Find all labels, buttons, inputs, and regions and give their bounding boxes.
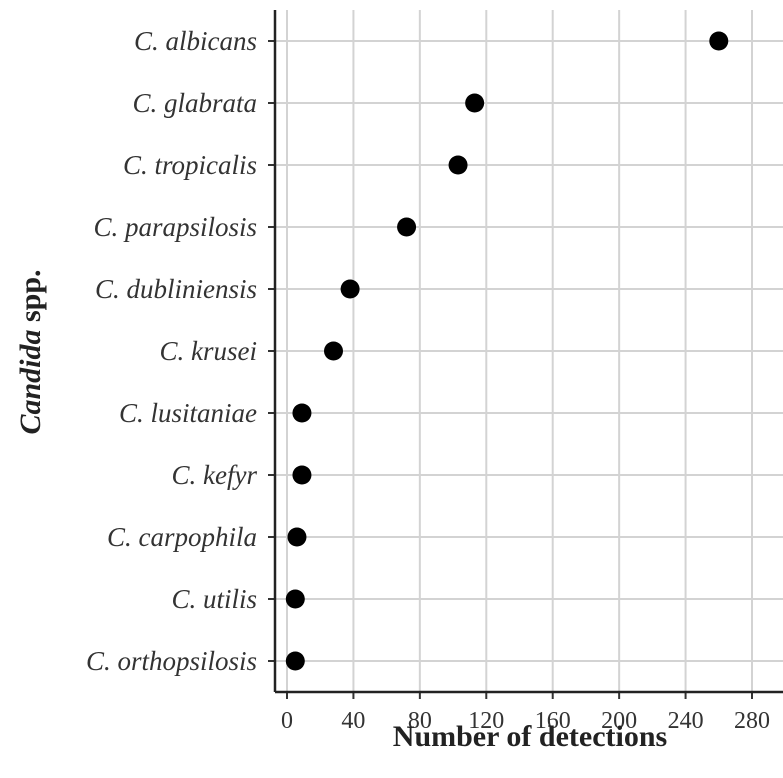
y-axis-title-suffix: spp. <box>14 269 47 329</box>
grid-layer <box>275 10 783 692</box>
data-point <box>292 465 312 485</box>
data-point <box>287 527 307 547</box>
x-tick-label: 0 <box>281 708 293 734</box>
x-axis-title: Number of detections <box>393 720 667 753</box>
x-tick-label: 120 <box>468 708 504 734</box>
data-point <box>397 217 417 237</box>
x-tick-label: 280 <box>734 708 770 734</box>
category-label: C. glabrata <box>132 88 257 118</box>
category-label: C. dubliniensis <box>95 274 257 304</box>
x-tick-label: 240 <box>668 708 704 734</box>
category-label: C. kefyr <box>172 460 258 490</box>
category-label: C. parapsilosis <box>93 212 257 242</box>
data-point <box>285 589 305 609</box>
labels-layer: 0 40 80 120 160 200 240 280 C. albicans C. glabra… <box>86 26 770 734</box>
category-label: C. carpophila <box>107 522 257 552</box>
data-point <box>465 93 485 113</box>
data-point <box>292 403 312 423</box>
data-point <box>324 341 343 361</box>
x-tick-label: 80 <box>408 708 432 734</box>
x-tick-label: 200 <box>601 708 637 734</box>
category-label: C. albicans <box>134 26 257 56</box>
data-point <box>285 651 305 671</box>
y-axis-title-genus: Candida <box>14 330 47 435</box>
x-tick-label: 40 <box>341 708 365 734</box>
category-label: C. krusei <box>160 336 258 366</box>
category-label: C. utilis <box>171 584 257 614</box>
y-axis-title: Candida spp. <box>14 269 47 434</box>
category-label: C. orthopsilosis <box>86 646 257 676</box>
category-label: C. lusitaniae <box>119 398 257 428</box>
x-tick-label: 160 <box>535 708 571 734</box>
data-point <box>340 279 360 299</box>
data-point <box>448 155 468 175</box>
category-label: C. tropicalis <box>123 150 257 180</box>
points-layer <box>285 31 729 671</box>
data-point <box>709 31 729 51</box>
